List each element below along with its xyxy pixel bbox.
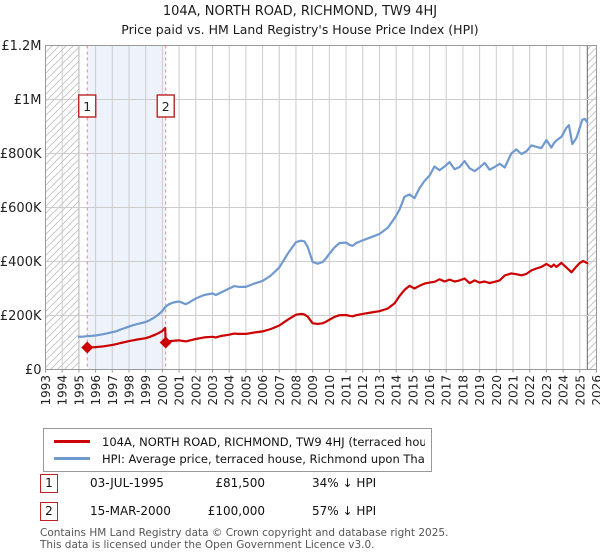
svg-text:2020: 2020: [490, 375, 504, 406]
price-chart: 1 2 £0 £200K £400K £600K £800K £1M £1.2M 1993 1994…: [0, 39, 600, 406]
svg-text:£1.2M: £1.2M: [1, 39, 41, 54]
svg-text:2010: 2010: [323, 375, 337, 406]
svg-text:2009: 2009: [306, 375, 320, 406]
price-line-swatch: [54, 440, 90, 443]
hpi-line-swatch: [54, 457, 90, 460]
svg-text:2000: 2000: [156, 375, 170, 406]
plot-border: [45, 45, 597, 370]
svg-text:2013: 2013: [373, 375, 387, 406]
svg-text:£800K: £800K: [0, 147, 42, 162]
svg-text:£0: £0: [25, 363, 42, 378]
legend-item-price: 104A, NORTH ROAD, RICHMOND, TW9 4HJ (ter…: [54, 433, 425, 450]
sale-number-box-1: [78, 94, 97, 118]
sale-date-1: 03-JUL-1995: [90, 476, 164, 490]
sale-annotation-row-2: 2 15-MAR-2000 £100,000 57% ↓ HPI: [0, 502, 600, 522]
svg-text:2026: 2026: [590, 375, 600, 406]
y-axis-labels: £0 £200K £400K £600K £800K £1M £1.2M: [0, 39, 42, 378]
svg-text:1996: 1996: [89, 375, 103, 406]
svg-text:£400K: £400K: [0, 255, 42, 270]
page-subtitle: Price paid vs. HM Land Registry's House …: [121, 22, 479, 37]
svg-text:2025: 2025: [573, 375, 587, 406]
footer-line-1: Contains HM Land Registry data © Crown c…: [40, 527, 449, 539]
sale-number-2: 2: [162, 99, 170, 114]
sale-vs-hpi-2: 57% ↓ HPI: [312, 504, 377, 518]
svg-text:2022: 2022: [523, 375, 537, 406]
sale-point-1: [81, 341, 94, 354]
svg-text:2017: 2017: [440, 375, 454, 406]
svg-text:£1M: £1M: [14, 93, 42, 108]
svg-text:£600K: £600K: [0, 201, 42, 216]
svg-text:1998: 1998: [122, 375, 136, 406]
sale-marker-2: 2: [40, 502, 58, 521]
svg-text:2014: 2014: [390, 375, 404, 406]
svg-text:1994: 1994: [56, 375, 70, 406]
chart-legend: 104A, NORTH ROAD, RICHMOND, TW9 4HJ (ter…: [43, 428, 432, 472]
sale-price-2: £100,000: [207, 504, 265, 518]
sale-price-1: £81,500: [215, 476, 265, 490]
svg-text:£200K: £200K: [0, 309, 42, 324]
svg-text:2002: 2002: [189, 375, 203, 406]
svg-text:2021: 2021: [507, 375, 521, 406]
page-title: 104A, NORTH ROAD, RICHMOND, TW9 4HJ: [162, 4, 438, 19]
legend-label-price: 104A, NORTH ROAD, RICHMOND, TW9 4HJ (ter…: [102, 434, 425, 449]
svg-text:2003: 2003: [206, 375, 220, 406]
legend-item-hpi: HPI: Average price, terraced house, Rich…: [54, 450, 425, 467]
svg-text:2005: 2005: [239, 375, 253, 406]
svg-text:2011: 2011: [340, 375, 354, 406]
svg-text:2016: 2016: [423, 375, 437, 406]
hpi-line: [77, 117, 589, 338]
sale-point-2: [159, 336, 172, 349]
svg-text:1993: 1993: [39, 375, 53, 406]
svg-text:2008: 2008: [289, 375, 303, 406]
svg-text:2004: 2004: [223, 375, 237, 406]
svg-text:1999: 1999: [139, 375, 153, 406]
svg-text:2015: 2015: [406, 375, 420, 406]
svg-text:2019: 2019: [473, 375, 487, 406]
footer-line-2: This data is licensed under the Open Gov…: [40, 538, 375, 551]
svg-text:1995: 1995: [72, 375, 86, 406]
sale-number-1: 1: [83, 99, 91, 114]
svg-text:2012: 2012: [356, 375, 370, 406]
sale-annotation-row-1: 1 03-JUL-1995 £81,500 34% ↓ HPI: [0, 474, 600, 494]
x-axis-labels: 1993 1994 1995 1996 1997 1998 1999 2000 2001 2002…: [39, 375, 600, 406]
sale-number-box-2: [156, 94, 175, 118]
legend-label-hpi: HPI: Average price, terraced house, Rich…: [102, 451, 425, 466]
svg-text:2006: 2006: [256, 375, 270, 406]
sale-date-2: 15-MAR-2000: [90, 504, 171, 518]
sale-vs-hpi-1: 34% ↓ HPI: [312, 476, 377, 490]
svg-text:2018: 2018: [456, 375, 470, 406]
copyright-footer: Contains HM Land Registry data © Crown c…: [40, 527, 600, 551]
sale-marker-1: 1: [40, 474, 58, 493]
svg-text:2001: 2001: [173, 375, 187, 406]
svg-text:1997: 1997: [106, 375, 120, 406]
svg-text:2007: 2007: [273, 375, 287, 406]
svg-text:2024: 2024: [557, 375, 571, 406]
svg-text:2023: 2023: [540, 375, 554, 406]
